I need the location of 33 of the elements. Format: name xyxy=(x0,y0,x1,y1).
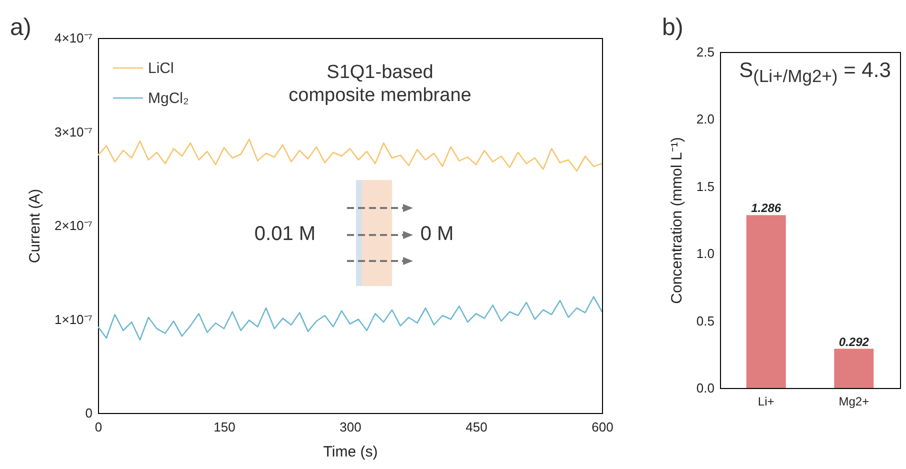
y-axis-title: Concentration (mmol L⁻¹) xyxy=(668,137,686,304)
x-tick-label: 600 xyxy=(592,420,614,434)
x-tick-label: Li+ xyxy=(758,394,774,408)
data-label: 0.292 xyxy=(838,334,870,349)
y-tick-label: 2×10⁻⁷ xyxy=(54,218,93,233)
x-tick-label: 300 xyxy=(340,420,362,434)
x-tick-label: 150 xyxy=(214,420,236,434)
line-series xyxy=(98,138,602,172)
y-tick-label: 0.5 xyxy=(696,313,714,328)
y-tick-label: 1×10⁻⁷ xyxy=(54,312,93,327)
y-tick-label: 0 xyxy=(85,406,92,420)
legend-label: LiCl xyxy=(148,60,174,77)
x-tick-label: 0 xyxy=(94,420,102,434)
y-tick-label: 1.0 xyxy=(696,246,714,262)
y-tick-label: 2.5 xyxy=(696,44,714,60)
data-label: 1.286 xyxy=(751,201,782,216)
y-tick-label: 3×10⁻⁷ xyxy=(54,124,93,140)
annotation: S$_{(Li+/Mg2+)}$ = 4.3 xyxy=(738,58,892,88)
annotation: S1Q1-based composite membrane xyxy=(288,62,472,108)
annotation: 0.01 M xyxy=(253,222,317,246)
y-tick-label: 4×10⁻⁷ xyxy=(54,30,93,46)
x-tick-label: Mg2+ xyxy=(838,394,870,408)
x-tick-label: 450 xyxy=(466,420,488,434)
line-series xyxy=(98,296,602,341)
y-tick-label: 1.5 xyxy=(696,178,714,194)
y-tick-label: 2.0 xyxy=(696,112,714,127)
text: a) xyxy=(10,14,32,43)
legend-label: MgCl₂ xyxy=(148,90,189,107)
y-axis-title: Current (A) xyxy=(26,188,44,264)
text: b) xyxy=(662,14,684,43)
y-tick-label: 0.0 xyxy=(696,380,714,396)
x-axis-title: Time (s) xyxy=(323,444,378,460)
annotation: 0 M xyxy=(419,222,455,246)
